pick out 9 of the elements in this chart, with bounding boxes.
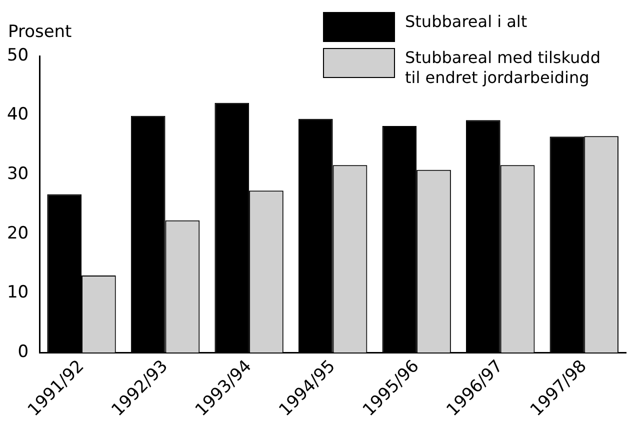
- y-tick-label: 0: [18, 342, 29, 362]
- legend-label: Stubbareal med tilskudd til endret jordarbeiding: [405, 48, 602, 88]
- y-axis-title: Prosent: [8, 22, 72, 42]
- y-tick-label: 30: [6, 164, 29, 184]
- y-tick-label: 10: [6, 282, 29, 303]
- y-tick-label: 20: [6, 223, 29, 244]
- legend-label: Stubbareal i alt: [405, 12, 528, 32]
- y-tick-label: 40: [6, 104, 29, 125]
- y-tick-label: 50: [6, 45, 29, 66]
